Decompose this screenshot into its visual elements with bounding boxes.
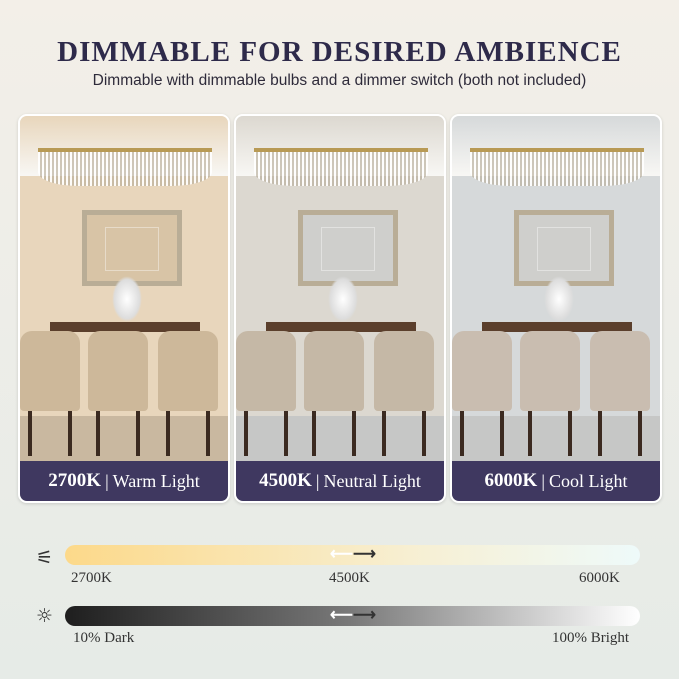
chair-leg (382, 411, 386, 456)
chair (452, 331, 512, 411)
light-label: 6000K | Cool Light (452, 461, 660, 501)
light-name: Warm Light (112, 470, 200, 491)
chair-leg (96, 411, 100, 456)
flower-vase (328, 276, 358, 322)
floor (20, 416, 228, 464)
wall-mirror (298, 210, 398, 286)
temp-label-max: 6000K (579, 570, 620, 586)
temperature-value: 6000K (484, 470, 538, 491)
floor (452, 416, 660, 464)
flower-vase (544, 276, 574, 322)
chair-leg (568, 411, 572, 456)
chair-leg (28, 411, 32, 456)
dining-room-photo (236, 116, 444, 464)
panel-cool-light: 6000K | Cool Light (450, 114, 662, 503)
chair (304, 331, 364, 411)
chair-leg (598, 411, 602, 456)
chair (374, 331, 434, 411)
wall-mirror (514, 210, 614, 286)
panel-neutral-light: 4500K | Neutral Light (234, 114, 446, 503)
chandelier (38, 148, 212, 186)
chair-leg (422, 411, 426, 456)
chair-leg (206, 411, 210, 456)
light-name: Cool Light (548, 470, 628, 491)
arrow-left-icon: ⟵ (330, 607, 353, 624)
brightness-label-min: 10% Dark (73, 630, 135, 646)
chair-leg (500, 411, 504, 456)
light-label: 4500K | Neutral Light (236, 461, 444, 501)
dining-room-photo (20, 116, 228, 464)
panel-warm-light: 2700K | Warm Light (18, 114, 230, 503)
subtitle: Dimmable with dimmable bulbs and a dimme… (92, 72, 587, 89)
wall-mirror (82, 210, 182, 286)
chair-leg (460, 411, 464, 456)
sliders-icon: ⚟ (36, 547, 54, 569)
floor (236, 416, 444, 464)
arrow-right-icon: ⟶ (352, 546, 376, 563)
chair (590, 331, 650, 411)
chair (520, 331, 580, 411)
chair-leg (638, 411, 642, 456)
chair-leg (244, 411, 248, 456)
separator: | (105, 470, 109, 491)
color-temperature-bar (65, 545, 640, 565)
arrow-left-icon: ⟵ (330, 546, 353, 563)
chair (158, 331, 218, 411)
chandelier (254, 148, 428, 186)
chair-leg (284, 411, 288, 456)
chair (20, 331, 80, 411)
chair-leg (166, 411, 170, 456)
separator: | (315, 470, 320, 491)
arrow-right-icon: ⟶ (352, 607, 376, 624)
chandelier (470, 148, 644, 186)
chair-leg (68, 411, 72, 456)
temp-label-mid: 4500K (329, 570, 370, 586)
page-title: DIMMABLE FOR DESIRED AMBIENCE (57, 36, 622, 68)
chair-leg (136, 411, 140, 456)
brightness-bar (65, 606, 640, 626)
dining-table (50, 322, 200, 332)
chair-leg (312, 411, 316, 456)
dining-table (266, 322, 416, 332)
dining-room-photo (452, 116, 660, 464)
chair-leg (528, 411, 532, 456)
separator: | (541, 470, 545, 491)
chair (236, 331, 296, 411)
temperature-value: 2700K (48, 470, 102, 491)
chair (88, 331, 148, 411)
light-label: 2700K | Warm Light (20, 461, 228, 501)
chair-leg (352, 411, 356, 456)
brightness-arrows: ⟵⟶ (330, 605, 376, 625)
temperature-arrows: ⟵⟶ (330, 544, 376, 564)
temperature-value: 4500K (259, 470, 312, 491)
temp-label-min: 2700K (71, 570, 112, 586)
sun-icon: ☼ (36, 605, 54, 627)
light-name: Neutral Light (323, 470, 421, 491)
dining-table (482, 322, 632, 332)
flower-vase (112, 276, 142, 322)
brightness-label-max: 100% Bright (552, 630, 630, 646)
